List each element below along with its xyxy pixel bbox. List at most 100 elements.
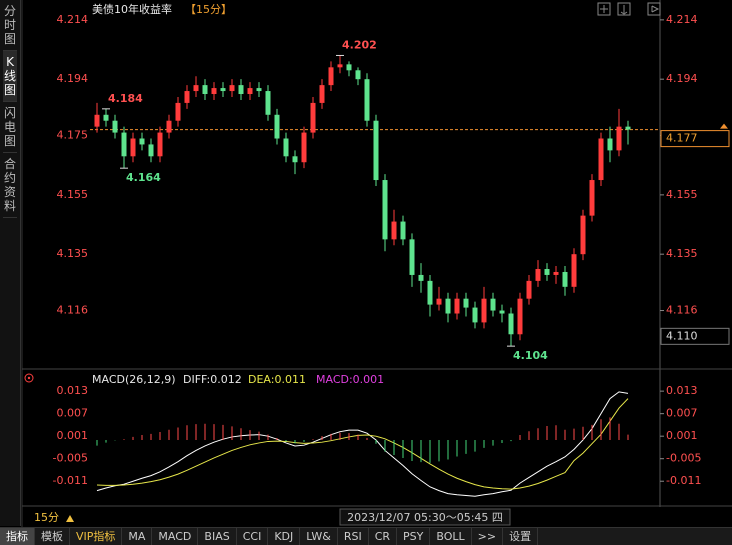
candle-body [490, 298, 496, 311]
candle-body [409, 239, 415, 275]
time-label: 2023/12/07 05:30～05:45 四 [347, 511, 503, 524]
tab[interactable]: RSI [338, 528, 369, 545]
candle-body [445, 298, 451, 314]
tab[interactable]: 设置 [503, 528, 539, 545]
candle-body [229, 85, 235, 92]
tab[interactable]: 模板 [35, 528, 70, 545]
sidebar: 分时图 K线图 闪电图 合约资料 [0, 0, 21, 526]
sidebar-tab[interactable]: 分时图 [3, 0, 17, 51]
annotation: 4.202 [342, 38, 377, 51]
toolbar-icons[interactable] [597, 2, 661, 16]
candle-body [580, 215, 586, 255]
last-price-box [660, 130, 730, 148]
candle-body [247, 88, 253, 95]
tab[interactable]: >> [472, 528, 504, 545]
candle-body [220, 88, 226, 92]
tab[interactable]: VIP指标 [70, 528, 123, 545]
candle-body [454, 298, 460, 314]
y-tick-label: -0.011 [53, 474, 88, 487]
y-tick-label: 4.155 [666, 188, 698, 201]
candle-body [526, 280, 532, 299]
y-tick-label: 0.013 [57, 384, 89, 397]
last-price-arrow [720, 123, 728, 129]
candle-body [607, 138, 613, 151]
candle-body [589, 180, 595, 216]
macd-line [96, 398, 629, 490]
period-label[interactable]: 15分 [34, 511, 59, 524]
candle-body [184, 91, 190, 103]
legend-entry: MACD:0.001 [316, 373, 384, 386]
candle-body [301, 132, 307, 163]
tab[interactable]: CR [369, 528, 398, 545]
y-tick-label: 4.116 [57, 304, 89, 317]
y-tick-label: 4.194 [57, 72, 89, 85]
candle-body [337, 64, 343, 68]
candle-body [274, 114, 280, 139]
tab[interactable]: BIAS [198, 528, 237, 545]
candle-body [310, 102, 316, 133]
sidebar-tab[interactable]: 闪电图 [3, 102, 17, 153]
y-tick-label: 4.214 [57, 13, 89, 26]
sidebar-tab[interactable]: K线图 [3, 51, 17, 102]
candle-body [112, 120, 118, 133]
candle-body [472, 307, 478, 323]
y-tick-label: 0.001 [666, 429, 698, 442]
candle-body [535, 269, 541, 281]
candle-body [292, 156, 298, 163]
candle-body [355, 70, 361, 80]
tab[interactable]: LW& [300, 528, 338, 545]
chart-title: 美债10年收益率 [92, 2, 172, 16]
candle-body [427, 280, 433, 305]
candle-body [562, 271, 568, 287]
candle-body [517, 298, 523, 335]
macd-line [96, 391, 629, 497]
tab[interactable]: MA [122, 528, 153, 545]
y-tick-label: 0.007 [57, 407, 89, 420]
tab[interactable]: KDJ [268, 528, 301, 545]
candle-body [202, 85, 208, 95]
period-arrow[interactable] [66, 515, 74, 522]
candle-body [175, 102, 181, 121]
y-tick-label: -0.011 [666, 474, 701, 487]
chart-subtitle: 【15分】 [185, 3, 232, 16]
y-tick-label: 4.116 [666, 304, 698, 317]
settings-icon [27, 376, 31, 380]
candle-body [382, 180, 388, 240]
legend-entry: DIFF:0.012 [183, 373, 242, 386]
candle-body [346, 64, 352, 71]
indicator-title: MACD(26,12,9) [92, 373, 176, 386]
candle-body [553, 271, 559, 275]
y-tick-label: -0.005 [666, 452, 701, 465]
candle-body [283, 138, 289, 157]
marker-price-box [660, 327, 730, 345]
y-tick-label: 0.007 [666, 407, 698, 420]
candle-body [400, 221, 406, 240]
candle-body [571, 254, 577, 287]
chart: 美债10年收益率 【15分】 MACD(26,12,9) DIFF:0.012 … [21, 0, 732, 527]
legend-entry: DEA:0.011 [248, 373, 306, 386]
candle-body [265, 91, 271, 115]
annotation: 4.184 [108, 92, 143, 105]
candle-body [508, 313, 514, 335]
y-tick-label: 4.135 [666, 247, 698, 260]
candle-body [463, 298, 469, 308]
y-tick-label: -0.005 [53, 452, 88, 465]
y-tick-label: 4.175 [57, 129, 89, 142]
candle-body [436, 298, 442, 305]
tab[interactable]: CCI [237, 528, 269, 545]
tab[interactable]: PSY [397, 528, 431, 545]
candle-body [103, 114, 109, 121]
candle-body [211, 88, 217, 95]
candle-body [598, 138, 604, 181]
tab[interactable]: MACD [152, 528, 199, 545]
candle-body [625, 126, 631, 130]
candle-body [499, 310, 505, 314]
candle-body [319, 85, 325, 103]
tab[interactable]: BOLL [430, 528, 472, 545]
tab[interactable]: 指标 [0, 528, 35, 545]
candle-body [148, 144, 154, 157]
settings-icon[interactable] [24, 373, 34, 383]
y-tick-label: 0.013 [666, 384, 698, 397]
sidebar-tab[interactable]: 合约资料 [3, 153, 17, 218]
